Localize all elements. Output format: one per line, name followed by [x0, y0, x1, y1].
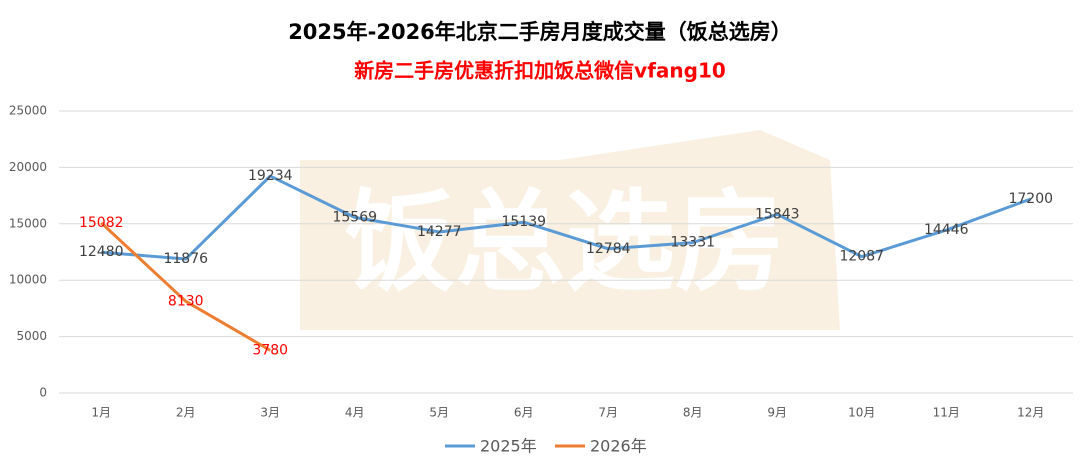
- y-tick-label: 20000: [9, 160, 47, 174]
- data-label: 15139: [501, 214, 546, 230]
- x-tick-label: 11月: [933, 406, 960, 420]
- x-tick-label: 5月: [429, 406, 449, 420]
- chart-subtitle: 新房二手房优惠折扣加饭总微信vfang10: [354, 59, 726, 83]
- data-label: 19234: [248, 168, 293, 184]
- data-label: 14446: [924, 222, 969, 238]
- data-label: 8130: [168, 293, 204, 309]
- legend-label: 2026年: [590, 437, 647, 456]
- data-label: 12480: [79, 244, 124, 260]
- watermark-text: 饭总选房: [345, 178, 785, 306]
- data-label: 14277: [417, 224, 462, 240]
- data-label: 12784: [586, 241, 631, 257]
- x-tick-label: 8月: [683, 406, 703, 420]
- data-label: 15569: [332, 209, 377, 225]
- data-label: 12087: [839, 249, 884, 265]
- x-tick-label: 9月: [767, 406, 787, 420]
- y-tick-label: 0: [39, 386, 47, 400]
- data-label: 15843: [755, 206, 800, 222]
- x-tick-label: 1月: [91, 406, 111, 420]
- series-line: [100, 221, 272, 352]
- x-tick-label: 3月: [260, 406, 280, 420]
- x-tick-label: 4月: [345, 406, 365, 420]
- y-tick-label: 25000: [9, 104, 47, 118]
- x-tick-label: 2月: [176, 406, 196, 420]
- data-label: 11876: [163, 251, 208, 267]
- chart-title: 2025年-2026年北京二手房月度成交量（饭总选房）: [288, 20, 792, 44]
- x-tick-label: 6月: [514, 406, 534, 420]
- y-tick-label: 5000: [16, 329, 47, 343]
- data-label: 13331: [670, 235, 715, 251]
- series-line: [101, 174, 1032, 261]
- watermark-logo: 饭总选房: [300, 130, 840, 330]
- x-tick-label: 10月: [848, 406, 875, 420]
- legend-label: 2025年: [480, 437, 537, 456]
- data-label: 15082: [79, 215, 124, 231]
- data-label: 3780: [252, 342, 288, 358]
- data-label: 17200: [1008, 191, 1053, 207]
- y-tick-label: 15000: [9, 216, 47, 230]
- x-tick-label: 7月: [598, 406, 618, 420]
- y-tick-label: 10000: [9, 273, 47, 287]
- x-tick-label: 12月: [1017, 406, 1044, 420]
